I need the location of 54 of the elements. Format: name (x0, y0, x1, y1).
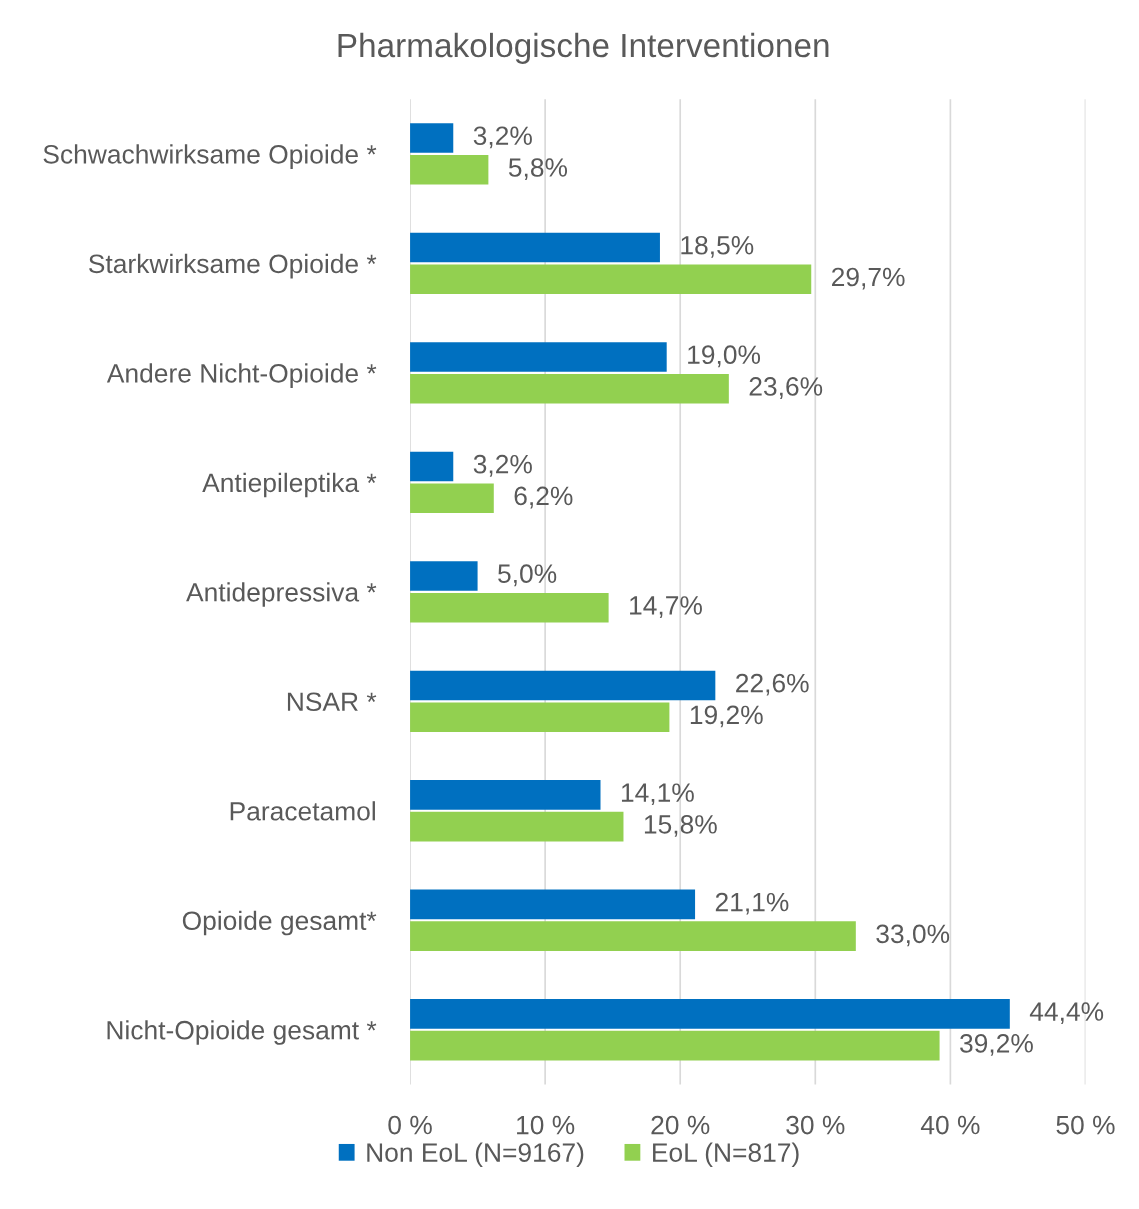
data-label: 22,6% (736, 673, 809, 696)
bar (410, 373, 729, 404)
y-tick-label: Schwachwirksame Opioide * (43, 144, 377, 169)
x-tick-label: 30 % (786, 1115, 845, 1135)
bar (410, 1030, 940, 1061)
data-label: 23,6% (749, 377, 823, 399)
x-tick-label: 50 % (1056, 1115, 1115, 1135)
data-label: 18,5% (681, 235, 754, 258)
bar (410, 999, 1010, 1029)
data-label: 44,4% (1029, 1002, 1104, 1025)
bar (410, 123, 454, 153)
y-tick-label: NSAR * (287, 692, 377, 712)
data-label: 19,2% (690, 705, 763, 728)
bar (410, 670, 716, 701)
data-label: 6,2% (514, 486, 573, 509)
bar (410, 811, 624, 842)
y-tick-label: Antiepileptika * (202, 472, 377, 498)
data-label: 19,0% (688, 345, 761, 368)
data-label: 39,2% (960, 1034, 1033, 1056)
x-tick-label: 0 % (388, 1115, 432, 1135)
legend-label: EoL (N=817) (653, 1142, 799, 1168)
legend-label: Non EoL (N=9167) (367, 1142, 584, 1168)
bar (410, 921, 856, 951)
y-tick-label: Opioide gesamt* (182, 910, 377, 936)
bar (410, 483, 494, 513)
data-label: 14,7% (630, 596, 702, 618)
x-tick-label: 40 % (920, 1115, 980, 1135)
y-tick-label: Starkwirksame Opioide * (89, 253, 377, 279)
y-tick-label: Antidepressiva * (186, 582, 377, 607)
data-label: 21,1% (715, 892, 789, 915)
data-label: 3,2% (473, 454, 532, 477)
y-tick-label: Paracetamol (230, 801, 375, 821)
data-label: 14,1% (621, 783, 694, 806)
chart-title: Pharmakologische Interventionen (338, 32, 829, 64)
data-label: 15,8% (644, 815, 717, 837)
bar (410, 232, 660, 263)
bar (410, 889, 696, 920)
bar (410, 702, 670, 732)
data-label: 33,0% (876, 924, 950, 947)
bar (410, 780, 601, 810)
bar (410, 561, 478, 591)
data-label: 5,0% (498, 564, 557, 587)
x-tick-label: 10 % (517, 1115, 575, 1135)
x-tick-label: 20 % (651, 1115, 710, 1135)
y-tick-label: Andere Nicht-Opioide * (106, 363, 377, 388)
bar (410, 264, 812, 295)
data-label: 5,8% (508, 158, 568, 180)
y-tick-label: Nicht-Opioide gesamt * (107, 1020, 377, 1045)
bar (410, 154, 489, 185)
data-label: 3,2% (473, 126, 532, 149)
data-label: 29,7% (832, 267, 905, 290)
bar (410, 342, 667, 372)
bar (410, 592, 609, 623)
bar (410, 451, 454, 482)
